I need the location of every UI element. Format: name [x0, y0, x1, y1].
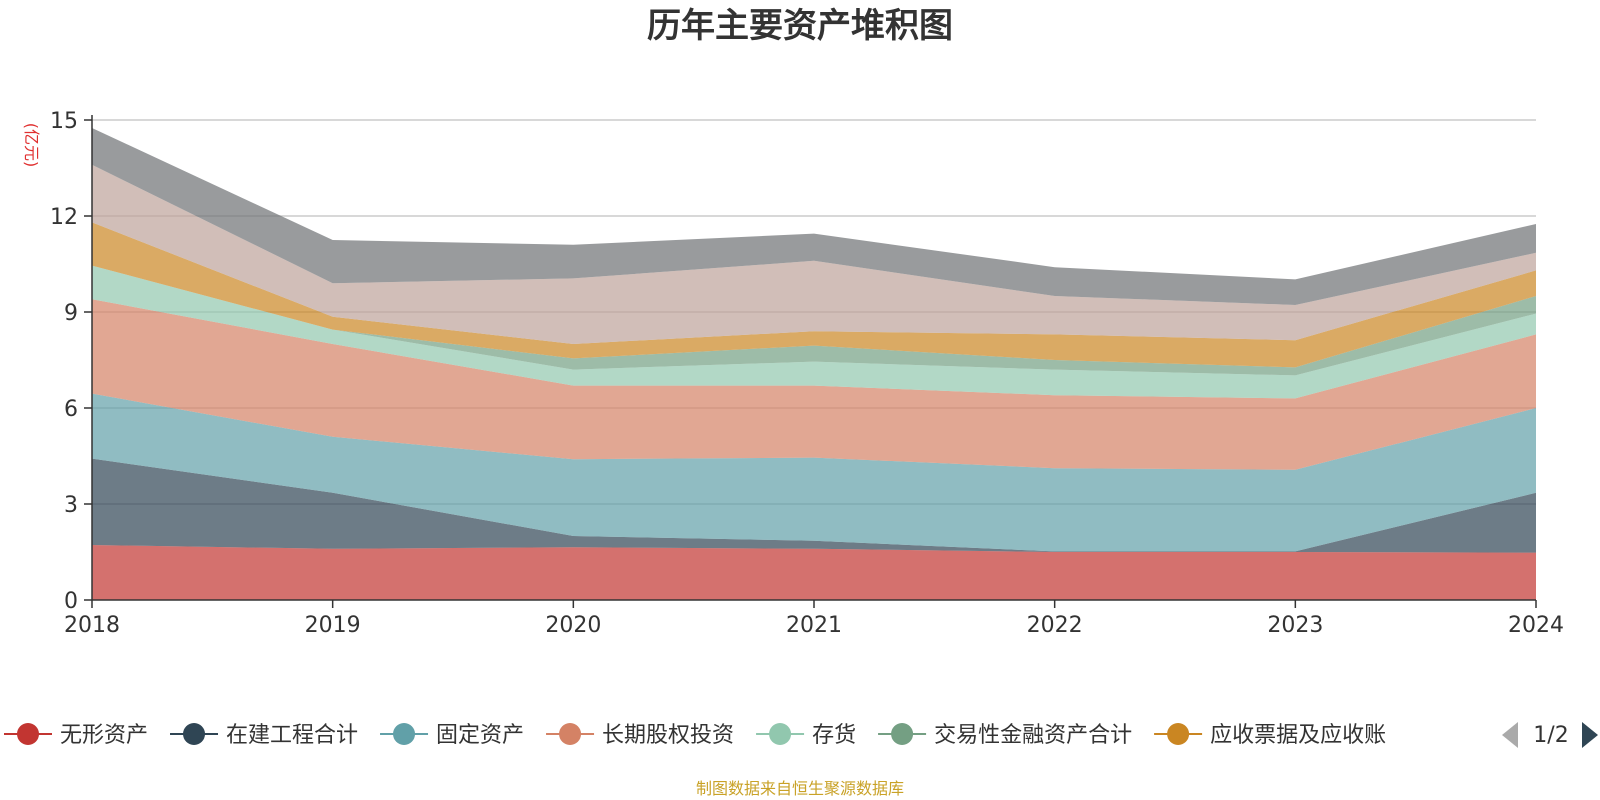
area-series	[92, 128, 1536, 600]
source-note: 制图数据来自恒生聚源数据库	[696, 779, 904, 798]
chart-title: 历年主要资产堆积图	[647, 6, 953, 46]
legend-marker-icon	[559, 723, 582, 745]
legend-marker-icon	[183, 723, 206, 745]
prev-page-icon[interactable]	[1502, 722, 1518, 748]
legend-pager: 1/2	[1502, 722, 1598, 748]
legend-item[interactable]: 无形资产	[4, 723, 148, 748]
axes: 2018 2019 2020 2021 2022 2023 2024	[64, 115, 1564, 638]
legend-label: 长期股权投资	[602, 723, 734, 748]
legend-label: 交易性金融资产合计	[934, 723, 1132, 748]
area-series-5	[92, 265, 1536, 399]
x-tick-label: 2019	[305, 613, 361, 638]
area-series-6	[92, 265, 1536, 376]
legend-marker-icon	[393, 723, 416, 745]
legend-label: 存货	[812, 723, 856, 748]
legend-label: 在建工程合计	[226, 723, 358, 748]
legend-marker-icon	[17, 723, 39, 745]
area-series-7	[92, 222, 1536, 368]
legend-item[interactable]: 长期股权投资	[546, 723, 734, 748]
legend-item[interactable]: 应收票据及应收账	[1154, 723, 1386, 748]
y-axis-unit-label: (亿元)	[22, 123, 41, 168]
legend: 无形资产 在建工程合计 固定资产 长期股权投资 存货 交易性金融资产合计 应收票据及应收账 1…	[4, 722, 1598, 748]
legend-label: 固定资产	[436, 723, 524, 748]
y-tick-label: 6	[64, 397, 78, 422]
legend-item[interactable]: 固定资产	[380, 723, 524, 748]
x-tick-label: 2020	[545, 613, 601, 638]
x-tick-label: 2024	[1508, 613, 1564, 638]
area-series-1	[92, 545, 1536, 600]
y-tick-label: 15	[50, 109, 78, 134]
legend-item[interactable]: 在建工程合计	[170, 723, 358, 748]
legend-label: 应收票据及应收账	[1210, 723, 1386, 748]
x-tick-label: 2021	[786, 613, 842, 638]
legend-item[interactable]: 存货	[756, 723, 856, 748]
area-series-2	[92, 458, 1536, 553]
area-series-9	[92, 128, 1536, 305]
y-tick-label: 12	[50, 205, 78, 230]
area-series-8	[92, 164, 1536, 344]
x-tick-label: 2022	[1027, 613, 1083, 638]
legend-label: 无形资产	[60, 723, 148, 748]
legend-marker-icon	[1167, 723, 1190, 745]
y-tick-label: 0	[64, 589, 78, 614]
legend-marker-icon	[769, 723, 792, 745]
legend-item[interactable]: 交易性金融资产合计	[878, 723, 1132, 748]
area-series-4	[92, 299, 1536, 470]
x-tick-label: 2023	[1267, 613, 1323, 638]
next-page-icon[interactable]	[1582, 722, 1598, 748]
y-tick-label: 9	[64, 301, 78, 326]
legend-marker-icon	[891, 723, 914, 745]
x-tick-label: 2018	[64, 613, 120, 638]
y-tick-label: 3	[64, 493, 78, 518]
area-series-3	[92, 393, 1536, 552]
legend-page-indicator: 1/2	[1533, 723, 1568, 748]
